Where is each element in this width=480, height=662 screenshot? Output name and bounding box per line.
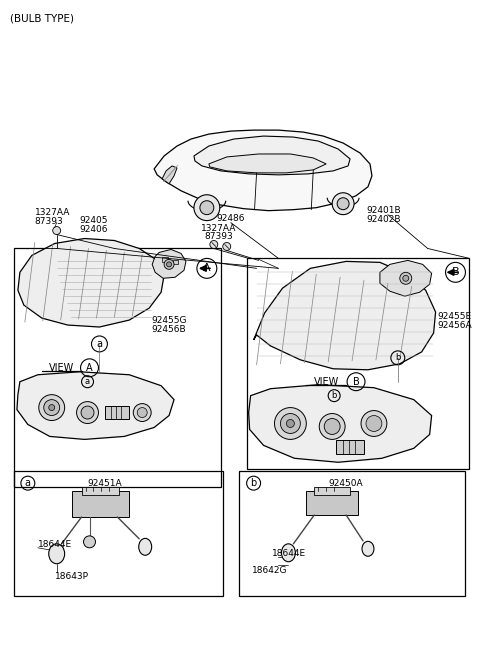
- Text: 18642G: 18642G: [252, 566, 287, 575]
- Text: 87393: 87393: [35, 217, 63, 226]
- Circle shape: [137, 408, 147, 418]
- Text: 1327AA: 1327AA: [201, 224, 237, 233]
- Bar: [82, 487, 120, 495]
- Circle shape: [332, 193, 354, 214]
- Text: 92455E: 92455E: [438, 312, 472, 320]
- Text: 18644E: 18644E: [272, 549, 306, 558]
- Text: 1327AA: 1327AA: [35, 208, 70, 217]
- Bar: [306, 491, 358, 515]
- Ellipse shape: [139, 538, 152, 555]
- Bar: [14, 248, 221, 487]
- Polygon shape: [18, 238, 164, 327]
- Bar: [336, 440, 364, 454]
- Text: 92406: 92406: [80, 225, 108, 234]
- Text: 18643P: 18643P: [55, 572, 89, 581]
- Bar: [162, 258, 168, 262]
- Polygon shape: [55, 254, 154, 318]
- Polygon shape: [152, 250, 186, 278]
- Text: A: A: [86, 363, 93, 373]
- Circle shape: [287, 420, 294, 428]
- Text: B: B: [452, 267, 459, 277]
- Text: (BULB TYPE): (BULB TYPE): [10, 14, 74, 24]
- Polygon shape: [154, 130, 372, 211]
- Ellipse shape: [281, 544, 295, 562]
- Circle shape: [361, 410, 387, 436]
- Text: VIEW: VIEW: [49, 363, 74, 373]
- Circle shape: [337, 198, 349, 210]
- Ellipse shape: [362, 542, 374, 556]
- Text: a: a: [96, 339, 102, 349]
- Bar: [106, 406, 129, 418]
- Circle shape: [164, 260, 174, 269]
- Polygon shape: [253, 261, 436, 370]
- Bar: [239, 471, 466, 596]
- Circle shape: [280, 414, 300, 434]
- Circle shape: [81, 406, 94, 419]
- Text: 92486: 92486: [216, 214, 245, 223]
- Circle shape: [200, 201, 214, 214]
- Text: 92456B: 92456B: [151, 324, 186, 334]
- Bar: [72, 491, 129, 517]
- Text: B: B: [353, 377, 360, 387]
- Text: a: a: [85, 377, 90, 386]
- Circle shape: [49, 404, 55, 410]
- Circle shape: [403, 275, 409, 281]
- Polygon shape: [17, 372, 174, 440]
- Polygon shape: [249, 385, 432, 462]
- Circle shape: [194, 195, 220, 220]
- Circle shape: [53, 226, 60, 234]
- Text: 92455G: 92455G: [151, 316, 187, 324]
- Bar: [314, 487, 350, 495]
- Ellipse shape: [49, 544, 65, 564]
- Bar: [173, 260, 178, 264]
- Text: 87393: 87393: [204, 232, 233, 241]
- Text: 92402B: 92402B: [366, 215, 400, 224]
- Circle shape: [275, 408, 306, 440]
- Text: A: A: [203, 263, 211, 273]
- Circle shape: [133, 404, 151, 422]
- Polygon shape: [209, 154, 326, 173]
- Bar: [247, 258, 469, 469]
- Text: 92405: 92405: [80, 216, 108, 225]
- Circle shape: [319, 414, 345, 440]
- Text: b: b: [332, 391, 337, 400]
- Text: a: a: [25, 478, 31, 488]
- Text: 92451A: 92451A: [87, 479, 122, 488]
- Circle shape: [77, 402, 98, 424]
- Circle shape: [400, 272, 412, 284]
- Text: b: b: [395, 354, 400, 362]
- Circle shape: [210, 240, 218, 248]
- Text: 92401B: 92401B: [366, 206, 401, 215]
- Polygon shape: [162, 166, 177, 184]
- Circle shape: [39, 395, 65, 420]
- Circle shape: [44, 400, 60, 416]
- Text: 92456A: 92456A: [438, 320, 472, 330]
- Circle shape: [223, 242, 231, 250]
- Polygon shape: [194, 136, 350, 175]
- Circle shape: [366, 416, 382, 432]
- Circle shape: [324, 418, 340, 434]
- Text: 18644E: 18644E: [38, 540, 72, 549]
- Circle shape: [84, 536, 96, 548]
- Circle shape: [167, 262, 171, 267]
- Text: VIEW: VIEW: [313, 377, 339, 387]
- Text: 92450A: 92450A: [329, 479, 363, 488]
- Text: b: b: [251, 478, 257, 488]
- Polygon shape: [380, 260, 432, 296]
- Bar: [14, 471, 223, 596]
